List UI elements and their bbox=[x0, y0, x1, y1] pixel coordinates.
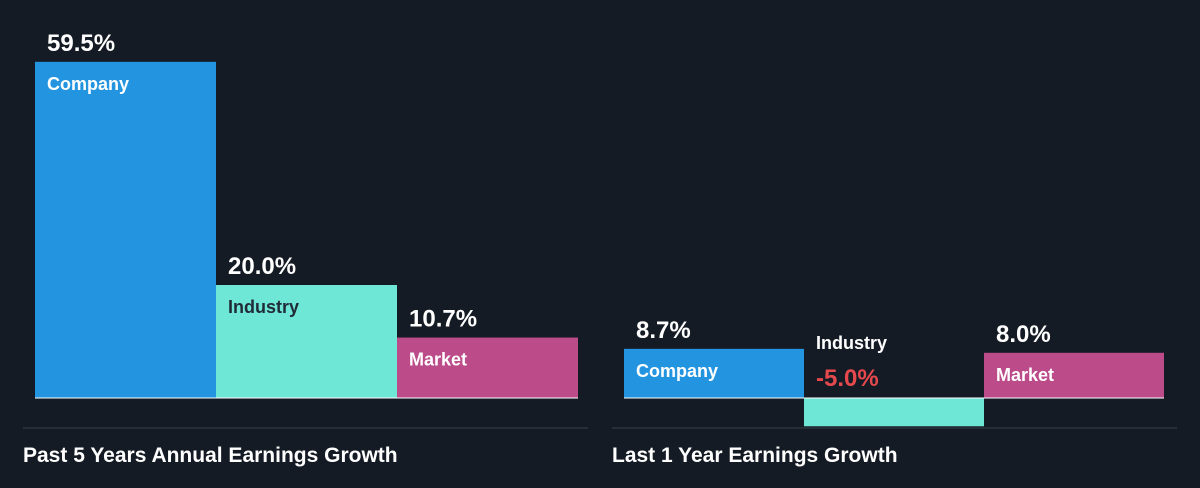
bar-label-last-1-year-market: Market bbox=[996, 365, 1054, 385]
value-label-last-1-year-market: 8.0% bbox=[996, 321, 1051, 348]
bar-label-past-5-years-company: Company bbox=[47, 74, 129, 94]
value-label-past-5-years-company: 59.5% bbox=[47, 30, 115, 57]
chart-title-past-5-years: Past 5 Years Annual Earnings Growth bbox=[23, 444, 398, 467]
value-label-last-1-year-company: 8.7% bbox=[636, 317, 691, 344]
bar-label-last-1-year-industry: Industry bbox=[816, 333, 887, 353]
value-label-last-1-year-industry: -5.0% bbox=[816, 365, 879, 392]
bar-last-1-year-market bbox=[984, 352, 1164, 398]
value-label-past-5-years-market: 10.7% bbox=[409, 306, 477, 333]
bar-past-5-years-market bbox=[397, 337, 578, 398]
bar-label-past-5-years-industry: Industry bbox=[228, 297, 299, 317]
bar-label-last-1-year-company: Company bbox=[636, 361, 718, 381]
bar-label-past-5-years-market: Market bbox=[409, 350, 467, 370]
bar-past-5-years-company bbox=[35, 61, 216, 398]
chart-title-last-1-year: Last 1 Year Earnings Growth bbox=[612, 444, 898, 467]
value-label-past-5-years-industry: 20.0% bbox=[228, 253, 296, 280]
bar-past-5-years-industry bbox=[216, 285, 397, 398]
bar-last-1-year-industry bbox=[804, 398, 984, 427]
bar-last-1-year-company bbox=[624, 348, 804, 398]
